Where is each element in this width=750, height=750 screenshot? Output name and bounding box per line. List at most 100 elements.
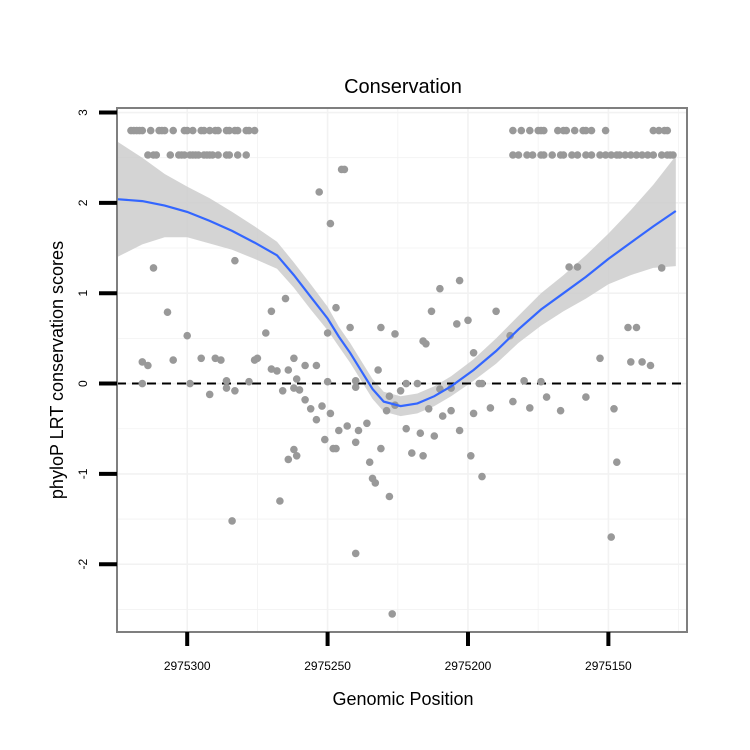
data-point — [278, 387, 287, 395]
data-point — [627, 151, 635, 159]
data-point — [573, 151, 582, 159]
data-point — [624, 323, 632, 332]
data-point — [354, 426, 363, 435]
data-point — [245, 377, 253, 386]
data-point — [447, 406, 455, 415]
data-point — [371, 479, 380, 487]
data-point — [587, 126, 596, 135]
data-point — [436, 284, 444, 293]
data-point — [663, 126, 672, 135]
smooth-line-path — [116, 198, 677, 408]
data-point — [568, 151, 576, 159]
data-point — [152, 151, 161, 159]
data-point — [312, 415, 321, 424]
data-point — [326, 219, 335, 228]
data-point — [225, 126, 234, 135]
data-point — [194, 151, 203, 159]
data-point — [621, 151, 629, 159]
data-point — [413, 379, 422, 388]
data-point — [160, 126, 169, 135]
data-point — [326, 409, 335, 418]
data-point — [548, 151, 556, 159]
data-point — [318, 402, 326, 410]
data-point — [570, 126, 579, 135]
data-point — [231, 387, 239, 395]
data-point — [183, 126, 191, 135]
data-point — [632, 151, 641, 159]
data-point — [377, 444, 385, 453]
data-point — [343, 422, 352, 430]
data-point — [365, 458, 374, 467]
data-point — [514, 151, 523, 159]
data-point — [492, 307, 500, 316]
data-point — [453, 320, 461, 328]
data-point — [627, 358, 635, 366]
data-point — [200, 126, 208, 135]
data-point — [509, 151, 517, 159]
data-point — [231, 256, 239, 265]
data-point — [217, 356, 225, 364]
data-point — [385, 392, 394, 401]
data-point — [267, 365, 276, 373]
data-point — [467, 452, 475, 460]
data-point — [276, 497, 284, 505]
x-tick-label: 2975300 — [164, 659, 211, 673]
data-point — [169, 126, 177, 135]
data-point — [455, 426, 464, 435]
data-point — [402, 379, 411, 388]
data-point — [351, 377, 360, 385]
data-point — [332, 444, 340, 453]
data-point — [632, 323, 641, 332]
data-point — [556, 406, 565, 415]
data-point — [554, 126, 562, 135]
data-point — [402, 424, 411, 433]
data-point — [281, 294, 290, 303]
data-point — [613, 458, 621, 467]
data-point — [301, 361, 309, 370]
data-point — [138, 126, 147, 135]
data-point — [228, 517, 236, 525]
data-point — [138, 379, 147, 388]
grid-lines — [117, 108, 687, 632]
data-point — [144, 151, 152, 159]
data-point — [528, 151, 537, 159]
data-point — [669, 151, 677, 159]
x-tick-label: 2975200 — [445, 659, 492, 673]
data-point — [180, 151, 189, 159]
data-point — [169, 356, 177, 364]
data-point — [469, 349, 478, 357]
data-point — [506, 331, 514, 340]
data-point — [146, 126, 155, 135]
data-point — [214, 126, 222, 135]
data-point — [649, 151, 658, 159]
data-point — [464, 316, 472, 325]
data-point — [301, 396, 309, 404]
data-point — [290, 354, 298, 363]
data-point — [520, 377, 528, 385]
data-point — [596, 354, 604, 363]
data-point — [166, 151, 175, 159]
data-point — [424, 405, 433, 413]
data-point — [225, 151, 234, 159]
data-point — [422, 340, 430, 348]
data-point — [478, 379, 486, 388]
data-point — [587, 151, 596, 159]
data-point — [321, 435, 329, 444]
data-point — [144, 361, 152, 370]
data-point — [214, 151, 222, 159]
data-point — [332, 303, 340, 312]
data-point — [250, 126, 259, 135]
data-point — [607, 533, 615, 541]
data-point — [233, 126, 242, 135]
data-point — [138, 358, 147, 366]
data-point — [559, 151, 568, 159]
data-point — [408, 449, 416, 457]
data-points — [127, 126, 677, 618]
data-point — [351, 383, 360, 392]
data-point — [335, 426, 343, 435]
data-point — [430, 432, 439, 440]
data-point — [186, 379, 194, 388]
data-point — [208, 151, 217, 159]
data-point — [486, 404, 495, 412]
